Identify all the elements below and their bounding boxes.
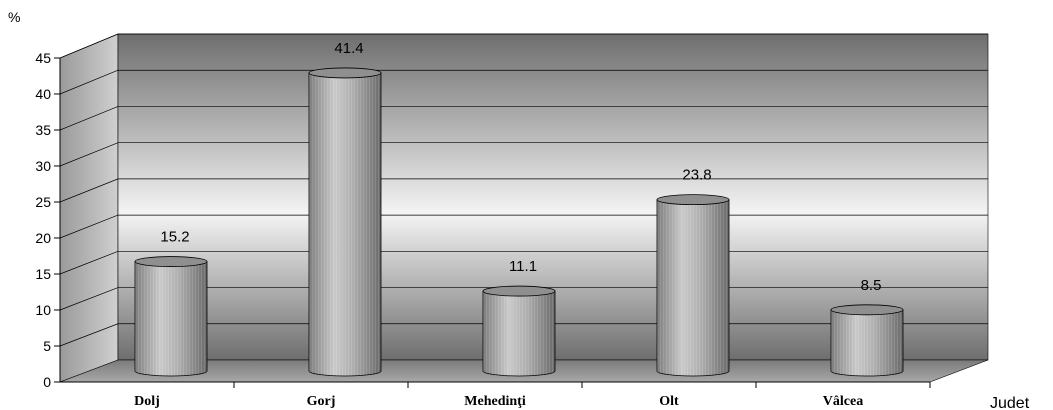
y-axis-title: %	[8, 9, 20, 25]
side-wall	[59, 33, 119, 383]
bar-texture	[135, 261, 207, 376]
x-tick-label: Dolj	[134, 394, 160, 409]
data-label: 23.8	[682, 167, 711, 184]
gridline	[59, 33, 988, 59]
y-tick-label: 40	[35, 86, 51, 102]
y-tick-label: 5	[43, 338, 51, 354]
gridline	[59, 69, 988, 95]
y-tick-label: 15	[35, 266, 51, 282]
y-tick-label: 35	[35, 122, 51, 138]
bar-top	[656, 194, 730, 206]
bar-texture	[483, 291, 555, 376]
y-tick-label: 25	[35, 194, 51, 210]
bar-top	[482, 285, 556, 297]
x-axis-title: Judet	[990, 395, 1030, 410]
bar-top	[308, 67, 382, 79]
bar-texture	[831, 309, 903, 376]
bar-v-lcea	[830, 304, 904, 377]
data-label: 15.2	[160, 229, 189, 246]
bar-top	[134, 256, 208, 267]
y-tick-label: 30	[35, 158, 51, 174]
gridline	[59, 106, 988, 131]
y-tick-label: 45	[35, 50, 51, 66]
data-label: 8.5	[861, 277, 882, 294]
y-tick-label: 20	[35, 230, 51, 246]
bar-mehedin-i	[482, 285, 556, 377]
gridline	[59, 178, 988, 203]
bar-dolj	[134, 256, 208, 377]
bar-olt	[656, 194, 730, 377]
x-tick-label: Vâlcea	[823, 394, 863, 409]
bar-texture	[309, 72, 381, 377]
y-tick-label: 0	[43, 374, 51, 390]
gridline	[59, 142, 988, 167]
data-label: 41.4	[334, 40, 363, 57]
x-tick-label: Gorj	[307, 394, 336, 409]
data-label: 11.1	[509, 258, 537, 275]
y-tick-label: 10	[35, 302, 51, 318]
bar-texture	[657, 199, 729, 376]
x-tick-label: Olt	[659, 394, 679, 409]
x-tick-label: Mehedinţi	[464, 394, 526, 409]
bar-top	[830, 304, 904, 316]
bar-gorj	[308, 67, 382, 377]
